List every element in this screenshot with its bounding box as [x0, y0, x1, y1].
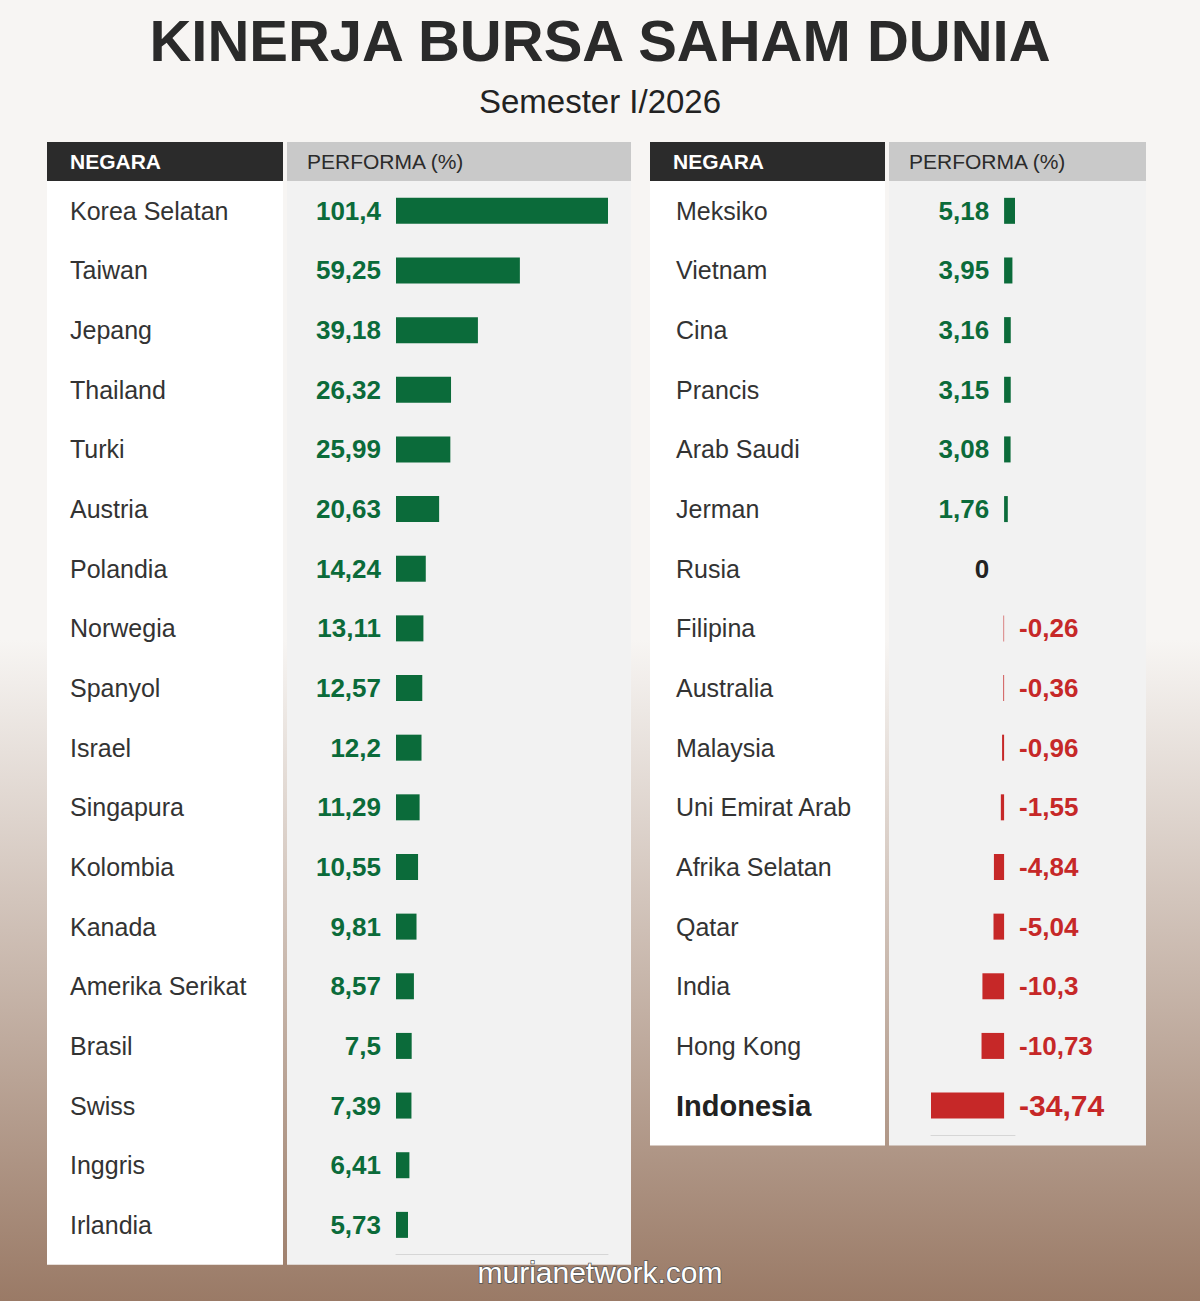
svg-text:-5,04: -5,04 [1019, 912, 1079, 942]
svg-text:PERFORMA (%): PERFORMA (%) [307, 150, 463, 173]
svg-text:Meksiko: Meksiko [676, 197, 768, 225]
svg-text:-34,74: -34,74 [1019, 1089, 1104, 1122]
svg-text:Australia: Australia [676, 674, 773, 702]
svg-text:14,24: 14,24 [316, 554, 382, 584]
svg-text:9,81: 9,81 [330, 912, 381, 942]
svg-text:11,29: 11,29 [317, 792, 381, 822]
svg-text:Thailand: Thailand [70, 376, 166, 404]
svg-text:3,15: 3,15 [938, 375, 989, 405]
svg-text:Uni Emirat Arab: Uni Emirat Arab [676, 793, 851, 821]
svg-text:101,4: 101,4 [316, 196, 382, 226]
svg-text:20,63: 20,63 [316, 494, 381, 524]
svg-text:1,76: 1,76 [938, 494, 989, 524]
svg-text:3,16: 3,16 [938, 315, 989, 345]
svg-text:Rusia: Rusia [676, 555, 740, 583]
svg-text:-1,55: -1,55 [1019, 792, 1078, 822]
svg-text:Vietnam: Vietnam [676, 256, 767, 284]
svg-text:39,18: 39,18 [316, 315, 381, 345]
svg-text:Taiwan: Taiwan [70, 256, 148, 284]
svg-text:-0,36: -0,36 [1019, 673, 1078, 703]
svg-text:Filipina: Filipina [676, 614, 755, 642]
svg-text:6,41: 6,41 [330, 1150, 381, 1180]
svg-text:Arab Saudi: Arab Saudi [676, 435, 800, 463]
svg-text:Singapura: Singapura [70, 793, 184, 821]
svg-text:Qatar: Qatar [676, 913, 739, 941]
svg-text:-4,84: -4,84 [1019, 852, 1079, 882]
svg-text:Spanyol: Spanyol [70, 674, 160, 702]
svg-text:5,18: 5,18 [938, 196, 989, 226]
svg-text:5,73: 5,73 [330, 1210, 381, 1240]
svg-text:Inggris: Inggris [70, 1151, 145, 1179]
svg-text:India: India [676, 972, 730, 1000]
svg-text:Indonesia: Indonesia [676, 1090, 812, 1122]
svg-text:12,2: 12,2 [330, 733, 381, 763]
svg-text:Swiss: Swiss [70, 1092, 135, 1120]
svg-text:Cina: Cina [676, 316, 728, 344]
svg-text:Afrika Selatan: Afrika Selatan [676, 853, 832, 881]
svg-text:NEGARA: NEGARA [70, 150, 161, 173]
svg-text:-10,73: -10,73 [1019, 1031, 1093, 1061]
svg-text:Norwegia: Norwegia [70, 614, 176, 642]
svg-text:Jepang: Jepang [70, 316, 152, 344]
svg-text:Amerika Serikat: Amerika Serikat [70, 972, 246, 1000]
svg-text:Polandia: Polandia [70, 555, 167, 583]
svg-text:Malaysia: Malaysia [676, 734, 775, 762]
svg-text:PERFORMA (%): PERFORMA (%) [909, 150, 1065, 173]
svg-text:Prancis: Prancis [676, 376, 759, 404]
svg-text:NEGARA: NEGARA [673, 150, 764, 173]
svg-text:8,57: 8,57 [330, 971, 381, 1001]
svg-text:Turki: Turki [70, 435, 125, 463]
svg-text:Hong Kong: Hong Kong [676, 1032, 801, 1060]
svg-text:0: 0 [975, 554, 989, 584]
svg-text:7,5: 7,5 [345, 1031, 381, 1061]
svg-text:3,08: 3,08 [938, 434, 989, 464]
svg-text:-0,96: -0,96 [1019, 733, 1078, 763]
svg-text:3,95: 3,95 [938, 255, 989, 285]
svg-text:murianetwork.com: murianetwork.com [477, 1256, 722, 1289]
svg-text:Korea Selatan: Korea Selatan [70, 197, 228, 225]
svg-text:KINERJA BURSA SAHAM DUNIA: KINERJA BURSA SAHAM DUNIA [149, 8, 1050, 73]
svg-text:7,39: 7,39 [330, 1091, 381, 1121]
svg-text:Brasil: Brasil [70, 1032, 133, 1060]
svg-text:Kolombia: Kolombia [70, 853, 174, 881]
svg-text:13,11: 13,11 [317, 613, 381, 643]
svg-text:10,55: 10,55 [316, 852, 381, 882]
svg-text:Israel: Israel [70, 734, 131, 762]
svg-text:-0,26: -0,26 [1019, 613, 1078, 643]
svg-text:12,57: 12,57 [316, 673, 381, 703]
svg-text:Semester I/2026: Semester I/2026 [479, 83, 721, 120]
svg-text:26,32: 26,32 [316, 375, 381, 405]
svg-text:Irlandia: Irlandia [70, 1211, 152, 1239]
svg-text:-10,3: -10,3 [1019, 971, 1078, 1001]
svg-text:Austria: Austria [70, 495, 148, 523]
svg-text:59,25: 59,25 [316, 255, 381, 285]
svg-text:25,99: 25,99 [316, 434, 381, 464]
svg-text:Kanada: Kanada [70, 913, 156, 941]
svg-text:Jerman: Jerman [676, 495, 759, 523]
